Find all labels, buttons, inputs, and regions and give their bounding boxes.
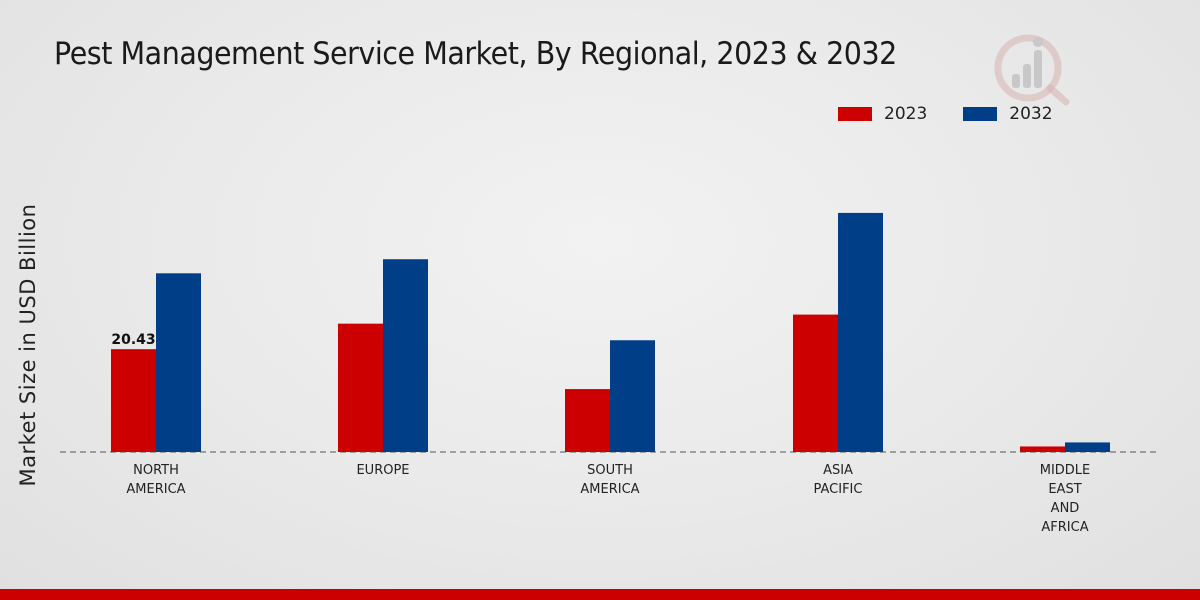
x-tick-label: ASIA PACIFIC <box>814 463 863 497</box>
x-tick-label: MIDDLE EAST AND AFRICA <box>1040 463 1091 535</box>
bar-2032-0 <box>156 273 201 452</box>
legend-label-2023: 2023 <box>884 104 928 124</box>
brand-logo-icon <box>994 34 1070 106</box>
bar-2023-2 <box>565 389 610 452</box>
bottom-accent-bar <box>0 589 1200 600</box>
legend-item-2032: 2032 <box>963 104 1053 124</box>
bar-2032-2 <box>610 340 655 452</box>
x-tick-label: SOUTH AMERICA <box>580 463 639 497</box>
bar-2023-3 <box>793 314 838 452</box>
x-tick-label: NORTH AMERICA <box>126 463 185 497</box>
bar-2023-1 <box>338 323 383 452</box>
legend-item-2023: 2023 <box>838 104 927 124</box>
legend-swatch-2032 <box>963 107 998 121</box>
legend-label-2032: 2032 <box>1009 104 1053 124</box>
legend-swatch-2023 <box>838 107 872 121</box>
bar-2032-4 <box>1065 442 1110 452</box>
bar-2023-4 <box>1020 446 1065 452</box>
legend: 2023 2032 <box>838 104 1089 124</box>
data-label: 20.43 <box>111 332 155 348</box>
chart-title: Pest Management Service Market, By Regio… <box>54 36 897 72</box>
bar-2023-0 <box>111 349 156 452</box>
bar-2032-1 <box>383 259 428 452</box>
bar-2032-3 <box>838 212 883 452</box>
x-tick-label: EUROPE <box>356 463 409 478</box>
